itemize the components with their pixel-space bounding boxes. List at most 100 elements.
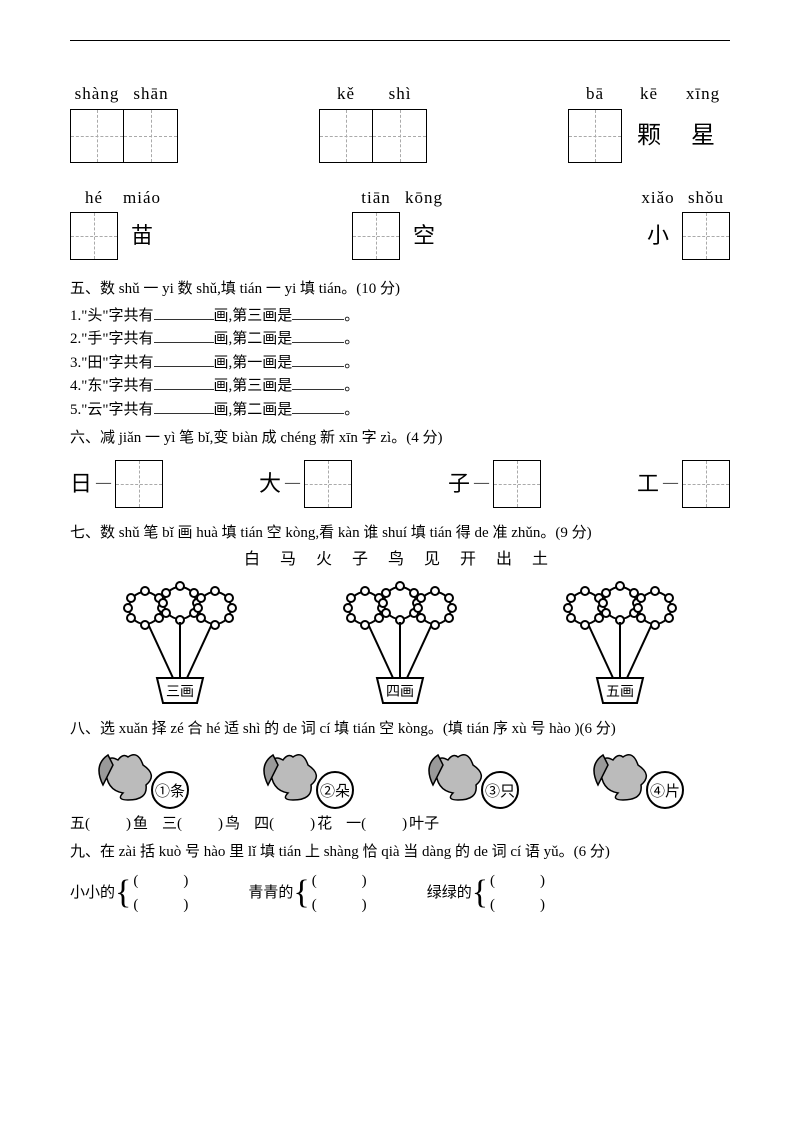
q9-group: 青青的 { ( )( ) [248, 870, 366, 917]
paren[interactable]: ( ) [490, 894, 545, 917]
q8-f: 四 [254, 813, 269, 836]
pinyin: kě [319, 81, 373, 107]
q8-f: 叶子 [409, 813, 439, 836]
flower-pot-3[interactable]: 三画 [105, 578, 255, 708]
paren[interactable]: ( ) [312, 870, 367, 893]
tian-box[interactable] [70, 212, 118, 260]
squirrel-option-2[interactable]: ②朵 [263, 745, 373, 811]
tian-box[interactable] [70, 109, 124, 163]
flower-pot-5[interactable]: 五画 [545, 578, 695, 708]
top-rule [70, 40, 730, 41]
pot-label: 四画 [386, 685, 414, 700]
q7-chars: 白 马 火 子 鸟 见 开 出 土 [70, 548, 730, 572]
pinyin: bā [568, 81, 622, 107]
tian-box[interactable] [352, 212, 400, 260]
paren[interactable]: ( ) [361, 813, 409, 836]
char-kong: 空 [400, 212, 448, 260]
pinyin: xiǎo [634, 185, 682, 211]
blank[interactable] [292, 306, 344, 320]
blank[interactable] [154, 400, 214, 414]
q8-title: 八、选 xuǎn 择 zé 合 hé 适 shì 的 de 词 cí 填 tiá… [70, 718, 730, 741]
paren[interactable]: ( ) [269, 813, 317, 836]
tian-box[interactable] [373, 109, 427, 163]
q5-2b: 画,第二画是 [214, 331, 293, 347]
squirrel-option-3[interactable]: ③只 [428, 745, 538, 811]
q7-title: 七、数 shǔ 笔 bǐ 画 huà 填 tián 空 kòng,看 kàn 谁… [70, 522, 730, 545]
option-label: ②朵 [319, 783, 349, 800]
pot-label: 五画 [606, 685, 634, 700]
q5-title: 五、数 shǔ 一 yi 数 shǔ,填 tián 一 yi 填 tián。(1… [70, 278, 730, 301]
q6-char: 工 [637, 473, 659, 495]
pinyin: shǒu [682, 185, 730, 211]
q6-char: 子 [448, 473, 470, 495]
blank[interactable] [154, 376, 214, 390]
q8-f: 鱼 [133, 813, 148, 836]
pot-label: 三画 [166, 685, 194, 700]
blank[interactable] [292, 353, 344, 367]
q9-group: 绿绿的 { ( )( ) [427, 870, 545, 917]
char-ke: 颗 [622, 109, 676, 163]
paren[interactable]: ( ) [490, 870, 545, 893]
paren[interactable]: ( ) [312, 894, 367, 917]
p: 。 [344, 402, 359, 418]
option-label: ①条 [154, 783, 184, 800]
q9-row: 小小的 { ( )( ) 青青的 { ( )( ) 绿绿的 { ( )( ) [70, 870, 730, 917]
flower-pot-4[interactable]: 四画 [325, 578, 475, 708]
blank[interactable] [154, 353, 214, 367]
blank[interactable] [292, 376, 344, 390]
squirrel-row: ①条 ②朵 ③只 ④片 [70, 745, 730, 811]
q5-3b: 画,第一画是 [214, 355, 293, 371]
tian-box[interactable] [319, 109, 373, 163]
paren[interactable]: ( ) [133, 894, 188, 917]
option-label: ③只 [484, 783, 514, 800]
tian-box[interactable] [568, 109, 622, 163]
q8-f: 鸟 [225, 813, 240, 836]
char-miao: 苗 [118, 212, 166, 260]
group-hemiao: hémiáo 苗 [70, 185, 166, 261]
blank[interactable] [154, 329, 214, 343]
blank[interactable] [292, 329, 344, 343]
paren[interactable]: ( ) [133, 870, 188, 893]
q8-f: 三 [162, 813, 177, 836]
q6-char: 日 [70, 473, 92, 495]
brace-icon: { [472, 878, 488, 908]
q6-item: 日— [70, 460, 163, 508]
q6-char: 大 [259, 473, 281, 495]
pinyin: miáo [118, 185, 166, 211]
tian-box[interactable] [304, 460, 352, 508]
tian-box[interactable] [493, 460, 541, 508]
blank[interactable] [154, 306, 214, 320]
q6-item: 子— [448, 460, 541, 508]
q5-1a: 1."头"字共有 [70, 308, 154, 324]
pinyin: kē [622, 81, 676, 107]
pinyin: shàng [70, 81, 124, 107]
char-row-2: hémiáo 苗 tiānkōng 空 xiǎoshǒu 小 [70, 185, 730, 261]
paren[interactable]: ( ) [177, 813, 225, 836]
tian-box[interactable] [115, 460, 163, 508]
q5-3a: 3."田"字共有 [70, 355, 154, 371]
flowers-row: 三画 四画 五画 [70, 578, 730, 708]
pinyin: hé [70, 185, 118, 211]
group-bakexing: bākēxīng 颗 星 [568, 81, 730, 163]
squirrel-option-4[interactable]: ④片 [593, 745, 703, 811]
brace-icon: { [115, 878, 131, 908]
pinyin: xīng [676, 81, 730, 107]
q8-fills: 五( )鱼 三( )鸟 四( )花 一( )叶子 [70, 813, 730, 836]
q6-row: 日— 大— 子— 工— [70, 460, 730, 508]
pinyin: tiān [352, 185, 400, 211]
paren[interactable]: ( ) [85, 813, 133, 836]
char-row-1: shàngshān kěshì bākēxīng 颗 星 [70, 81, 730, 163]
tian-box[interactable] [124, 109, 178, 163]
q9-title: 九、在 zài 括 kuò 号 hào 里 lǐ 填 tián 上 shàng … [70, 841, 730, 864]
q9-label: 青青的 [248, 882, 293, 905]
tian-box[interactable] [682, 460, 730, 508]
group-shangshan: shàngshān [70, 81, 178, 163]
q8-f: 五 [70, 813, 85, 836]
q5-4b: 画,第三画是 [214, 378, 293, 394]
squirrel-option-1[interactable]: ①条 [98, 745, 208, 811]
char-xing: 星 [676, 109, 730, 163]
tian-box[interactable] [682, 212, 730, 260]
blank[interactable] [292, 400, 344, 414]
q6-title: 六、减 jiǎn 一 yì 笔 bǐ,变 biàn 成 chéng 新 xīn … [70, 427, 730, 450]
q8-f: 花 [317, 813, 332, 836]
